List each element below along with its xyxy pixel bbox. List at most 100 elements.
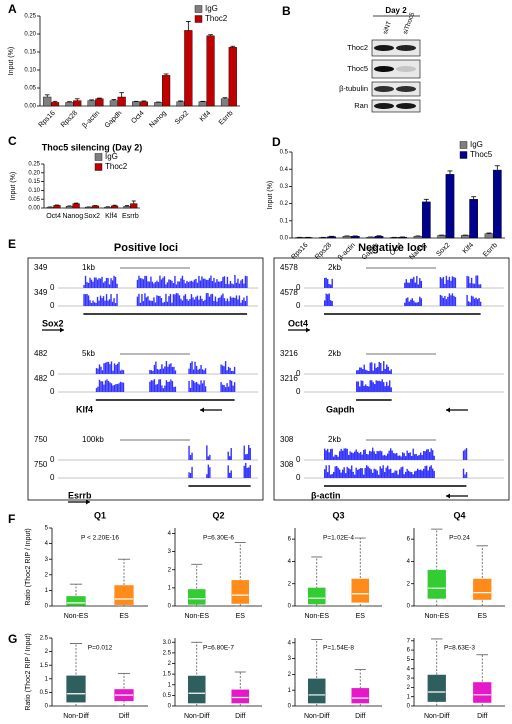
signal bbox=[417, 284, 419, 288]
y-tick-label: 0 bbox=[407, 604, 411, 610]
signal bbox=[419, 296, 421, 306]
signal bbox=[148, 281, 151, 288]
signal bbox=[170, 379, 172, 392]
signal bbox=[154, 302, 157, 306]
y-tick-label: 0.5 bbox=[280, 150, 289, 156]
track-min: 0 bbox=[296, 283, 301, 292]
signal bbox=[155, 361, 157, 374]
y-axis-label: Input (%) bbox=[10, 172, 17, 200]
signal bbox=[384, 386, 386, 392]
signal bbox=[145, 275, 148, 288]
signal bbox=[465, 448, 468, 460]
signal bbox=[191, 452, 193, 460]
track-min: 0 bbox=[296, 387, 301, 396]
signal bbox=[361, 468, 363, 478]
signal bbox=[360, 380, 362, 392]
signal bbox=[223, 366, 225, 374]
signal bbox=[213, 277, 215, 288]
gene-name: Oct4 bbox=[288, 318, 308, 328]
signal bbox=[352, 453, 354, 460]
signal bbox=[385, 455, 387, 460]
track-min: 0 bbox=[50, 369, 55, 378]
signal bbox=[466, 275, 468, 288]
signal bbox=[408, 470, 410, 478]
y-tick-label: 0.20 bbox=[28, 170, 40, 176]
signal bbox=[188, 445, 190, 460]
legend-swatch bbox=[94, 163, 103, 171]
signal bbox=[235, 295, 238, 306]
signal bbox=[420, 469, 422, 478]
signal bbox=[96, 296, 99, 306]
y-tick-label: 0.25 bbox=[24, 14, 36, 20]
signal bbox=[148, 300, 151, 306]
signal bbox=[107, 380, 110, 392]
signal bbox=[249, 465, 251, 478]
signal bbox=[333, 471, 335, 478]
signal bbox=[447, 296, 449, 306]
x-tick-label: Sox2 bbox=[84, 213, 100, 220]
signal bbox=[373, 451, 375, 460]
y-tick-label: 1.5 bbox=[40, 663, 49, 669]
signal bbox=[357, 381, 359, 392]
signal bbox=[104, 380, 107, 392]
signal bbox=[343, 467, 345, 478]
track-max: 482 bbox=[34, 349, 48, 358]
x-tick-label: Non-Diff bbox=[304, 713, 330, 720]
signal bbox=[243, 465, 245, 478]
signal bbox=[397, 455, 399, 460]
signal bbox=[103, 384, 105, 392]
signal bbox=[365, 384, 367, 392]
bar bbox=[43, 96, 52, 107]
signal bbox=[210, 275, 212, 288]
y-axis-label: Input (%) bbox=[267, 181, 274, 209]
bar bbox=[73, 100, 82, 107]
signal bbox=[229, 472, 231, 478]
signal bbox=[90, 279, 93, 288]
signal bbox=[159, 275, 161, 288]
signal bbox=[237, 278, 239, 288]
signal bbox=[476, 275, 479, 288]
signal bbox=[99, 295, 102, 306]
p-value: P=0.012 bbox=[88, 645, 113, 652]
bar bbox=[319, 237, 328, 239]
signal bbox=[324, 469, 326, 478]
signal bbox=[408, 282, 410, 288]
signal bbox=[189, 455, 192, 460]
signal bbox=[104, 281, 106, 288]
signal bbox=[116, 293, 118, 306]
signal bbox=[357, 451, 359, 460]
signal bbox=[396, 453, 398, 460]
x-tick-label: Non-Diff bbox=[184, 713, 210, 720]
signal bbox=[406, 468, 408, 478]
signal bbox=[327, 472, 329, 478]
signal bbox=[190, 294, 193, 306]
signal bbox=[208, 278, 211, 288]
y-tick-label: 0.00 bbox=[24, 104, 36, 110]
signal bbox=[240, 280, 242, 288]
signal bbox=[83, 284, 85, 288]
signal bbox=[197, 383, 199, 392]
section-title: Negative loci bbox=[358, 242, 426, 254]
signal bbox=[181, 300, 184, 306]
signal bbox=[234, 275, 236, 288]
signal bbox=[172, 294, 175, 306]
scale-label: 2kb bbox=[328, 263, 341, 272]
legend-label: IgG bbox=[205, 4, 218, 13]
signal bbox=[174, 386, 177, 392]
y-tick-label: 0.15 bbox=[24, 50, 36, 56]
signal bbox=[427, 470, 429, 478]
y-tick-label: 0.0 bbox=[280, 236, 289, 242]
signal bbox=[152, 370, 154, 374]
signal bbox=[150, 380, 153, 392]
signal bbox=[220, 295, 223, 306]
blot-day: Day 2 bbox=[385, 6, 407, 15]
lane-label: siNT bbox=[382, 20, 393, 35]
signal bbox=[139, 302, 142, 306]
x-tick-label: Esrrb bbox=[122, 213, 139, 220]
x-tick-label: ES bbox=[478, 613, 488, 620]
signal bbox=[340, 472, 342, 478]
signal bbox=[230, 380, 233, 392]
signal bbox=[191, 361, 193, 374]
y-tick-label: 0.25 bbox=[28, 162, 40, 168]
signal bbox=[479, 301, 482, 306]
